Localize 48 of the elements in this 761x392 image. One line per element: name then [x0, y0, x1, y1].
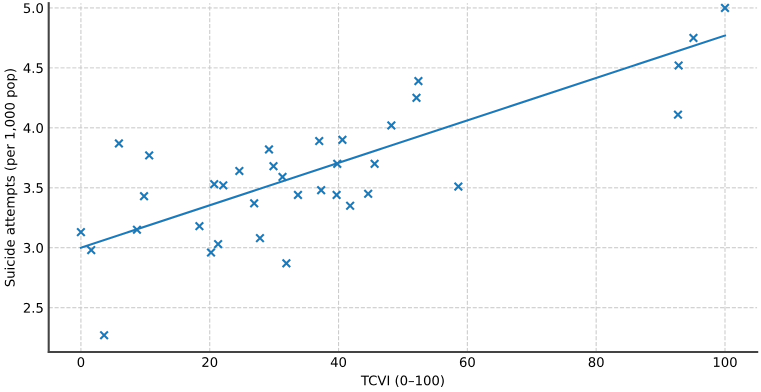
point	[139, 191, 149, 202]
point	[264, 144, 274, 154]
point	[213, 239, 223, 249]
point	[144, 150, 154, 160]
point	[114, 138, 124, 148]
point	[720, 3, 730, 13]
point	[674, 60, 684, 70]
x-tick-label: 0	[78, 357, 84, 368]
point	[282, 258, 292, 268]
point	[234, 166, 244, 176]
x-tick-label: 100	[714, 357, 737, 368]
x-tick-label: 40	[330, 357, 346, 368]
point	[414, 76, 424, 86]
point	[293, 190, 303, 200]
point	[688, 33, 698, 43]
point	[338, 134, 348, 145]
point	[453, 182, 464, 192]
y-tick-label: 5.0	[24, 3, 43, 14]
point	[268, 161, 278, 172]
y-tick-label: 3.5	[24, 182, 43, 193]
x-axis-title: TCVI (0–100)	[360, 375, 444, 387]
x-tick-label: 80	[588, 357, 604, 368]
point	[363, 188, 374, 199]
point	[76, 227, 86, 237]
y-tick-label: 4.0	[24, 123, 43, 134]
point	[314, 136, 324, 146]
point	[332, 158, 342, 169]
y-axis-title: Suicide attempts (per 1,000 pop)	[4, 69, 18, 286]
point	[86, 245, 96, 255]
y-tick-label: 2.5	[24, 302, 43, 313]
y-tick-label: 4.5	[24, 63, 43, 74]
point	[332, 190, 342, 200]
point	[255, 233, 265, 243]
point	[132, 224, 142, 235]
point	[278, 172, 288, 182]
x-tick-label: 20	[202, 357, 218, 368]
point	[345, 200, 355, 211]
point	[386, 120, 396, 130]
point	[249, 198, 260, 208]
point	[316, 185, 326, 196]
point	[412, 93, 422, 103]
point	[673, 110, 683, 120]
point	[194, 221, 204, 231]
x-tick-label: 60	[460, 357, 475, 368]
point	[370, 158, 380, 169]
point	[206, 248, 216, 258]
y-tick-label: 3.0	[24, 242, 43, 253]
point	[99, 330, 109, 340]
